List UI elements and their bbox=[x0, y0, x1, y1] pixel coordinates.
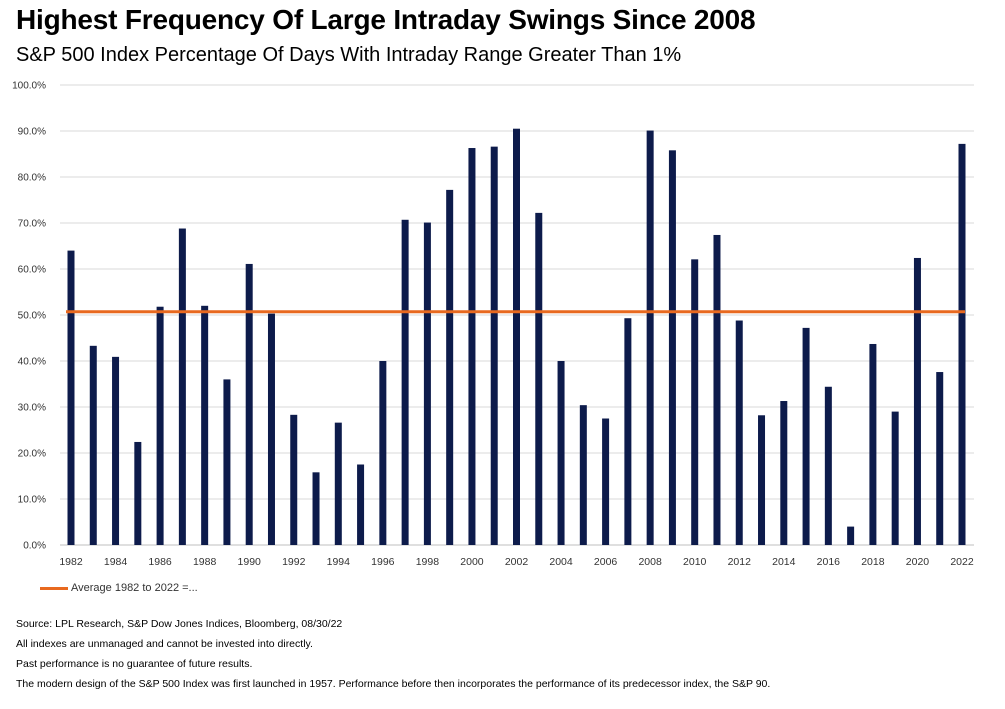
bar-2010 bbox=[691, 259, 699, 545]
bar-1990 bbox=[245, 263, 253, 545]
y-tick-label: 100.0% bbox=[12, 81, 46, 92]
bar-2017 bbox=[847, 526, 855, 545]
x-tick-label: 1986 bbox=[148, 556, 172, 568]
bar-2005 bbox=[579, 405, 587, 545]
x-tick-label: 1996 bbox=[371, 556, 395, 568]
x-tick-label: 2022 bbox=[950, 556, 974, 568]
bar-1985 bbox=[134, 441, 142, 545]
bar-2013 bbox=[758, 415, 766, 545]
y-tick-label: 50.0% bbox=[18, 311, 46, 322]
y-tick-label: 30.0% bbox=[18, 403, 46, 414]
x-tick-label: 2010 bbox=[683, 556, 707, 568]
x-tick-label: 1990 bbox=[238, 556, 262, 568]
bar-1993 bbox=[312, 472, 320, 545]
y-tick-label: 80.0% bbox=[18, 173, 46, 184]
x-axis-ticks: 1982 1984 1986 1988 1990 1992 1994 1996 1998 2000… bbox=[59, 556, 974, 568]
bar-2012 bbox=[735, 320, 743, 545]
x-tick-label: 2000 bbox=[460, 556, 484, 568]
bar-2001 bbox=[490, 146, 498, 545]
x-tick-label: 1994 bbox=[327, 556, 351, 568]
x-tick-label: 2020 bbox=[906, 556, 930, 568]
y-tick-label: 20.0% bbox=[18, 449, 46, 460]
bar-2000 bbox=[468, 148, 476, 545]
x-tick-label: 2008 bbox=[638, 556, 662, 568]
y-axis-ticks: 0.0% 10.0% 20.0% 30.0% 40.0% 50.0% 60.0% 70.0% 8… bbox=[12, 81, 46, 552]
bar-chart: 0.0% 10.0% 20.0% 30.0% 40.0% 50.0% 60.0% 70.0% 8… bbox=[12, 81, 974, 568]
x-tick-label: 1982 bbox=[59, 556, 83, 568]
chart-title: Highest Frequency Of Large Intraday Swin… bbox=[16, 4, 756, 35]
bar-1982 bbox=[67, 250, 75, 545]
footnote-methodology: The modern design of the S&P 500 Index w… bbox=[16, 678, 771, 690]
bar-2007 bbox=[624, 318, 632, 545]
y-tick-label: 70.0% bbox=[18, 219, 46, 230]
bar-2002 bbox=[513, 128, 520, 545]
x-tick-label: 1984 bbox=[104, 556, 128, 568]
bar-2009 bbox=[668, 150, 676, 545]
x-tick-label: 2016 bbox=[817, 556, 841, 568]
bar-2011 bbox=[713, 234, 721, 545]
x-tick-label: 2002 bbox=[505, 556, 529, 568]
chart-subtitle: S&P 500 Index Percentage Of Days With In… bbox=[16, 44, 682, 66]
bar-1998 bbox=[423, 222, 431, 546]
bar-1992 bbox=[290, 414, 298, 545]
bar-1991 bbox=[267, 313, 275, 545]
bar-2022 bbox=[958, 143, 966, 545]
x-tick-label: 1988 bbox=[193, 556, 217, 568]
bar-2021 bbox=[936, 372, 944, 545]
bar-2018 bbox=[869, 343, 877, 545]
footnote-indexes: All indexes are unmanaged and cannot be … bbox=[16, 638, 313, 650]
footnote-source: Source: LPL Research, S&P Dow Jones Indi… bbox=[16, 618, 343, 630]
footnote-performance: Past performance is no guarantee of futu… bbox=[16, 658, 253, 670]
x-tick-label: 1992 bbox=[282, 556, 306, 568]
y-tick-label: 60.0% bbox=[18, 265, 46, 276]
legend-label-average: Average 1982 to 2022 =... bbox=[71, 582, 198, 594]
legend: Average 1982 to 2022 =... bbox=[40, 582, 198, 594]
bar-2006 bbox=[602, 418, 610, 545]
x-tick-label: 2014 bbox=[772, 556, 796, 568]
bar-1984 bbox=[112, 356, 120, 545]
bar-2003 bbox=[535, 212, 543, 545]
bar-2016 bbox=[824, 386, 832, 545]
bar-1995 bbox=[357, 464, 365, 545]
bar-2020 bbox=[913, 257, 921, 545]
y-tick-label: 90.0% bbox=[18, 127, 46, 138]
bar-2008 bbox=[646, 130, 654, 546]
bar-2014 bbox=[780, 401, 788, 545]
bar-1983 bbox=[89, 345, 97, 545]
bar-1989 bbox=[223, 379, 231, 545]
y-tick-label: 40.0% bbox=[18, 357, 46, 368]
bar-1996 bbox=[379, 361, 387, 545]
bar-1987 bbox=[178, 228, 186, 545]
bar-1994 bbox=[334, 422, 342, 545]
bar-1997 bbox=[401, 219, 409, 545]
bar-1999 bbox=[446, 189, 454, 545]
y-tick-label: 10.0% bbox=[18, 495, 46, 506]
bar-1986 bbox=[156, 306, 164, 545]
bar-1988 bbox=[201, 305, 209, 545]
bar-2004 bbox=[557, 361, 565, 545]
bars bbox=[67, 128, 966, 546]
x-tick-label: 2018 bbox=[861, 556, 885, 568]
x-tick-label: 2006 bbox=[594, 556, 618, 568]
x-tick-label: 2012 bbox=[728, 556, 752, 568]
x-tick-label: 1998 bbox=[416, 556, 440, 568]
legend-swatch-average bbox=[40, 586, 68, 590]
y-tick-label: 0.0% bbox=[23, 541, 46, 552]
bar-2015 bbox=[802, 327, 810, 545]
bar-2019 bbox=[891, 411, 899, 545]
x-tick-label: 2004 bbox=[549, 556, 573, 568]
